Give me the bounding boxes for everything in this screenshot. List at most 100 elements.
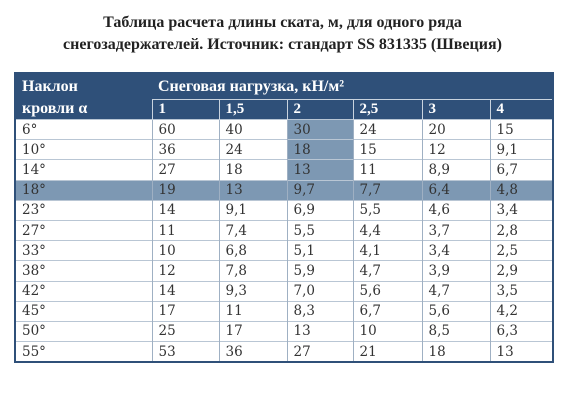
value-cell: 6,7 (352, 300, 422, 322)
value-cell: 12 (151, 260, 219, 281)
angle-cell: 42° (14, 280, 152, 302)
value-cell: 30 (286, 118, 353, 140)
value-cell: 7,7 (352, 179, 422, 201)
value-cell: 25 (151, 320, 219, 342)
angle-cell: 38° (14, 260, 152, 281)
value-cell: 21 (352, 341, 422, 363)
value-cell: 15 (489, 118, 553, 140)
value-cell: 4,7 (421, 280, 490, 302)
value-cell: 14 (151, 280, 219, 302)
value-cell: 6,7 (489, 159, 553, 181)
column-header: 1,5 (218, 99, 287, 120)
row: 27° 11 7,4 5,5 4,4 3,7 2,8 (14, 219, 553, 241)
value-cell: 15 (352, 139, 422, 160)
header-group: Снеговая нагрузка, кН/м² (152, 73, 553, 100)
value-cell: 5,1 (286, 240, 353, 261)
value-cell: 10 (151, 240, 219, 261)
value-cell: 7,0 (286, 280, 353, 302)
value-cell: 24 (352, 118, 422, 140)
value-cell: 5,6 (421, 300, 490, 322)
value-cell: 14 (151, 199, 219, 221)
row: 38° 12 7,8 5,9 4,7 3,9 2,9 (14, 260, 553, 281)
value-cell: 18 (218, 159, 287, 181)
value-cell: 9,3 (218, 280, 287, 302)
row: 14° 27 18 13 11 8,9 6,7 (14, 159, 553, 181)
value-cell: 20 (421, 118, 490, 140)
row: 18° 19 13 9,7 7,7 6,4 4,8 (14, 179, 553, 201)
value-cell: 5,6 (352, 280, 422, 302)
angle-cell: 45° (14, 300, 152, 322)
value-cell: 4,1 (352, 240, 422, 261)
value-cell: 6,3 (489, 320, 553, 342)
row: 10° 36 24 18 15 12 9,1 (14, 139, 553, 160)
angle-cell: 50° (14, 320, 152, 342)
row: 42° 14 9,3 7,0 5,6 4,7 3,5 (14, 280, 553, 302)
value-cell: 6,4 (421, 179, 490, 201)
value-cell: 53 (151, 341, 219, 363)
value-cell: 3,4 (421, 240, 490, 261)
angle-cell: 23° (14, 199, 152, 221)
value-cell: 13 (489, 341, 553, 363)
angle-cell: 14° (14, 159, 152, 181)
value-cell: 4,2 (489, 300, 553, 322)
value-cell: 5,9 (286, 260, 353, 281)
value-cell: 11 (352, 159, 422, 181)
row: 23° 14 9,1 6,9 5,5 4,6 3,4 (14, 199, 553, 221)
value-cell: 3,9 (421, 260, 490, 281)
title-line: снегозадержателей. Источник: стандарт SS… (63, 36, 502, 53)
angle-cell: 10° (14, 139, 152, 160)
value-cell: 17 (151, 300, 219, 322)
row: 6° 60 40 30 24 20 15 (14, 118, 553, 140)
value-cell: 4,8 (489, 179, 553, 201)
value-cell: 36 (218, 341, 287, 363)
value-cell: 18 (421, 341, 490, 363)
value-cell: 8,5 (421, 320, 490, 342)
value-cell: 4,6 (421, 199, 490, 221)
value-cell: 11 (151, 219, 219, 241)
row: 33° 10 6,8 5,1 4,1 3,4 2,5 (14, 240, 553, 261)
column-header: 1 (151, 99, 219, 120)
value-cell: 3,4 (489, 199, 553, 221)
value-cell: 27 (286, 341, 353, 363)
value-cell: 12 (421, 139, 490, 160)
value-cell: 13 (286, 320, 353, 342)
value-cell: 27 (151, 159, 219, 181)
column-header: 2,5 (352, 99, 422, 120)
row: 55° 53 36 27 21 18 13 (14, 341, 553, 363)
angle-cell: 6° (14, 118, 152, 140)
value-cell: 6,8 (218, 240, 287, 261)
column-header: 2 (286, 99, 353, 120)
table: Наклон Снеговая нагрузка, кН/м² кровли α… (14, 72, 554, 364)
header-cell: Наклон (15, 73, 152, 100)
value-cell: 7,4 (218, 219, 287, 241)
value-cell: 2,5 (489, 240, 553, 261)
row: 45° 17 11 8,3 6,7 5,6 4,2 (14, 300, 553, 322)
value-cell: 2,9 (489, 260, 553, 281)
angle-cell: 55° (14, 341, 152, 363)
value-cell: 3,7 (421, 219, 490, 241)
value-cell: 4,7 (352, 260, 422, 281)
value-cell: 3,5 (489, 280, 553, 302)
angle-cell: 18° (14, 179, 152, 201)
column-header: 4 (489, 99, 553, 120)
header-cell: кровли α (15, 99, 152, 120)
value-cell: 8,9 (421, 159, 490, 181)
value-cell: 9,7 (286, 179, 353, 201)
value-cell: 17 (218, 320, 287, 342)
row: 50° 25 17 13 10 8,5 6,3 (14, 320, 553, 342)
value-cell: 19 (151, 179, 219, 201)
value-cell: 40 (218, 118, 287, 140)
value-cell: 10 (352, 320, 422, 342)
value-cell: 5,5 (352, 199, 422, 221)
column-header: 3 (421, 99, 490, 120)
value-cell: 13 (218, 179, 287, 201)
value-cell: 11 (218, 300, 287, 322)
value-cell: 2,8 (489, 219, 553, 241)
value-cell: 60 (151, 118, 219, 140)
value-cell: 7,8 (218, 260, 287, 281)
value-cell: 9,1 (489, 139, 553, 160)
value-cell: 5,5 (286, 219, 353, 241)
value-cell: 18 (286, 139, 353, 160)
title-line: Таблица расчета длины ската, м, для одно… (103, 14, 462, 31)
